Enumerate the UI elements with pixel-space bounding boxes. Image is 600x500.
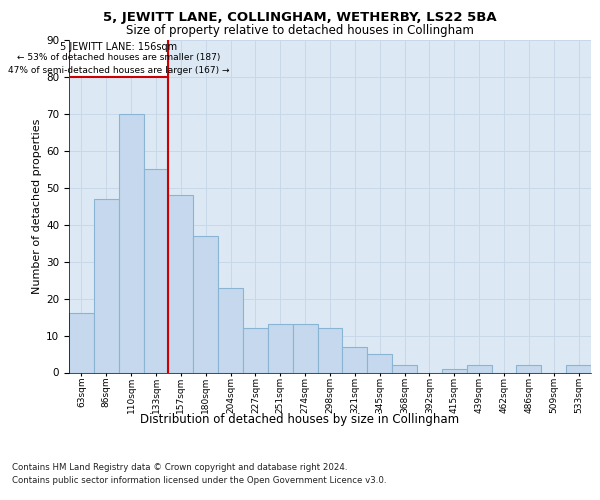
Text: Distribution of detached houses by size in Collingham: Distribution of detached houses by size … xyxy=(140,412,460,426)
Text: 5 JEWITT LANE: 156sqm: 5 JEWITT LANE: 156sqm xyxy=(60,42,177,51)
Bar xyxy=(392,365,417,372)
Bar xyxy=(268,324,293,372)
Bar xyxy=(119,114,143,372)
Text: Size of property relative to detached houses in Collingham: Size of property relative to detached ho… xyxy=(126,24,474,37)
Bar xyxy=(467,365,491,372)
Bar xyxy=(69,38,169,77)
Bar xyxy=(442,369,467,372)
Bar xyxy=(218,288,243,372)
Bar xyxy=(243,328,268,372)
Bar xyxy=(343,346,367,372)
Text: 5, JEWITT LANE, COLLINGHAM, WETHERBY, LS22 5BA: 5, JEWITT LANE, COLLINGHAM, WETHERBY, LS… xyxy=(103,11,497,24)
Bar xyxy=(193,236,218,372)
Bar xyxy=(169,195,193,372)
Bar xyxy=(69,314,94,372)
Bar xyxy=(293,324,317,372)
Bar xyxy=(517,365,541,372)
Text: Contains public sector information licensed under the Open Government Licence v3: Contains public sector information licen… xyxy=(12,476,386,485)
Text: Contains HM Land Registry data © Crown copyright and database right 2024.: Contains HM Land Registry data © Crown c… xyxy=(12,462,347,471)
Bar xyxy=(367,354,392,372)
Text: ← 53% of detached houses are smaller (187): ← 53% of detached houses are smaller (18… xyxy=(17,53,220,62)
Bar xyxy=(317,328,343,372)
Text: 47% of semi-detached houses are larger (167) →: 47% of semi-detached houses are larger (… xyxy=(8,66,229,75)
Y-axis label: Number of detached properties: Number of detached properties xyxy=(32,118,42,294)
Bar xyxy=(94,199,119,372)
Bar xyxy=(566,365,591,372)
Bar xyxy=(143,170,169,372)
